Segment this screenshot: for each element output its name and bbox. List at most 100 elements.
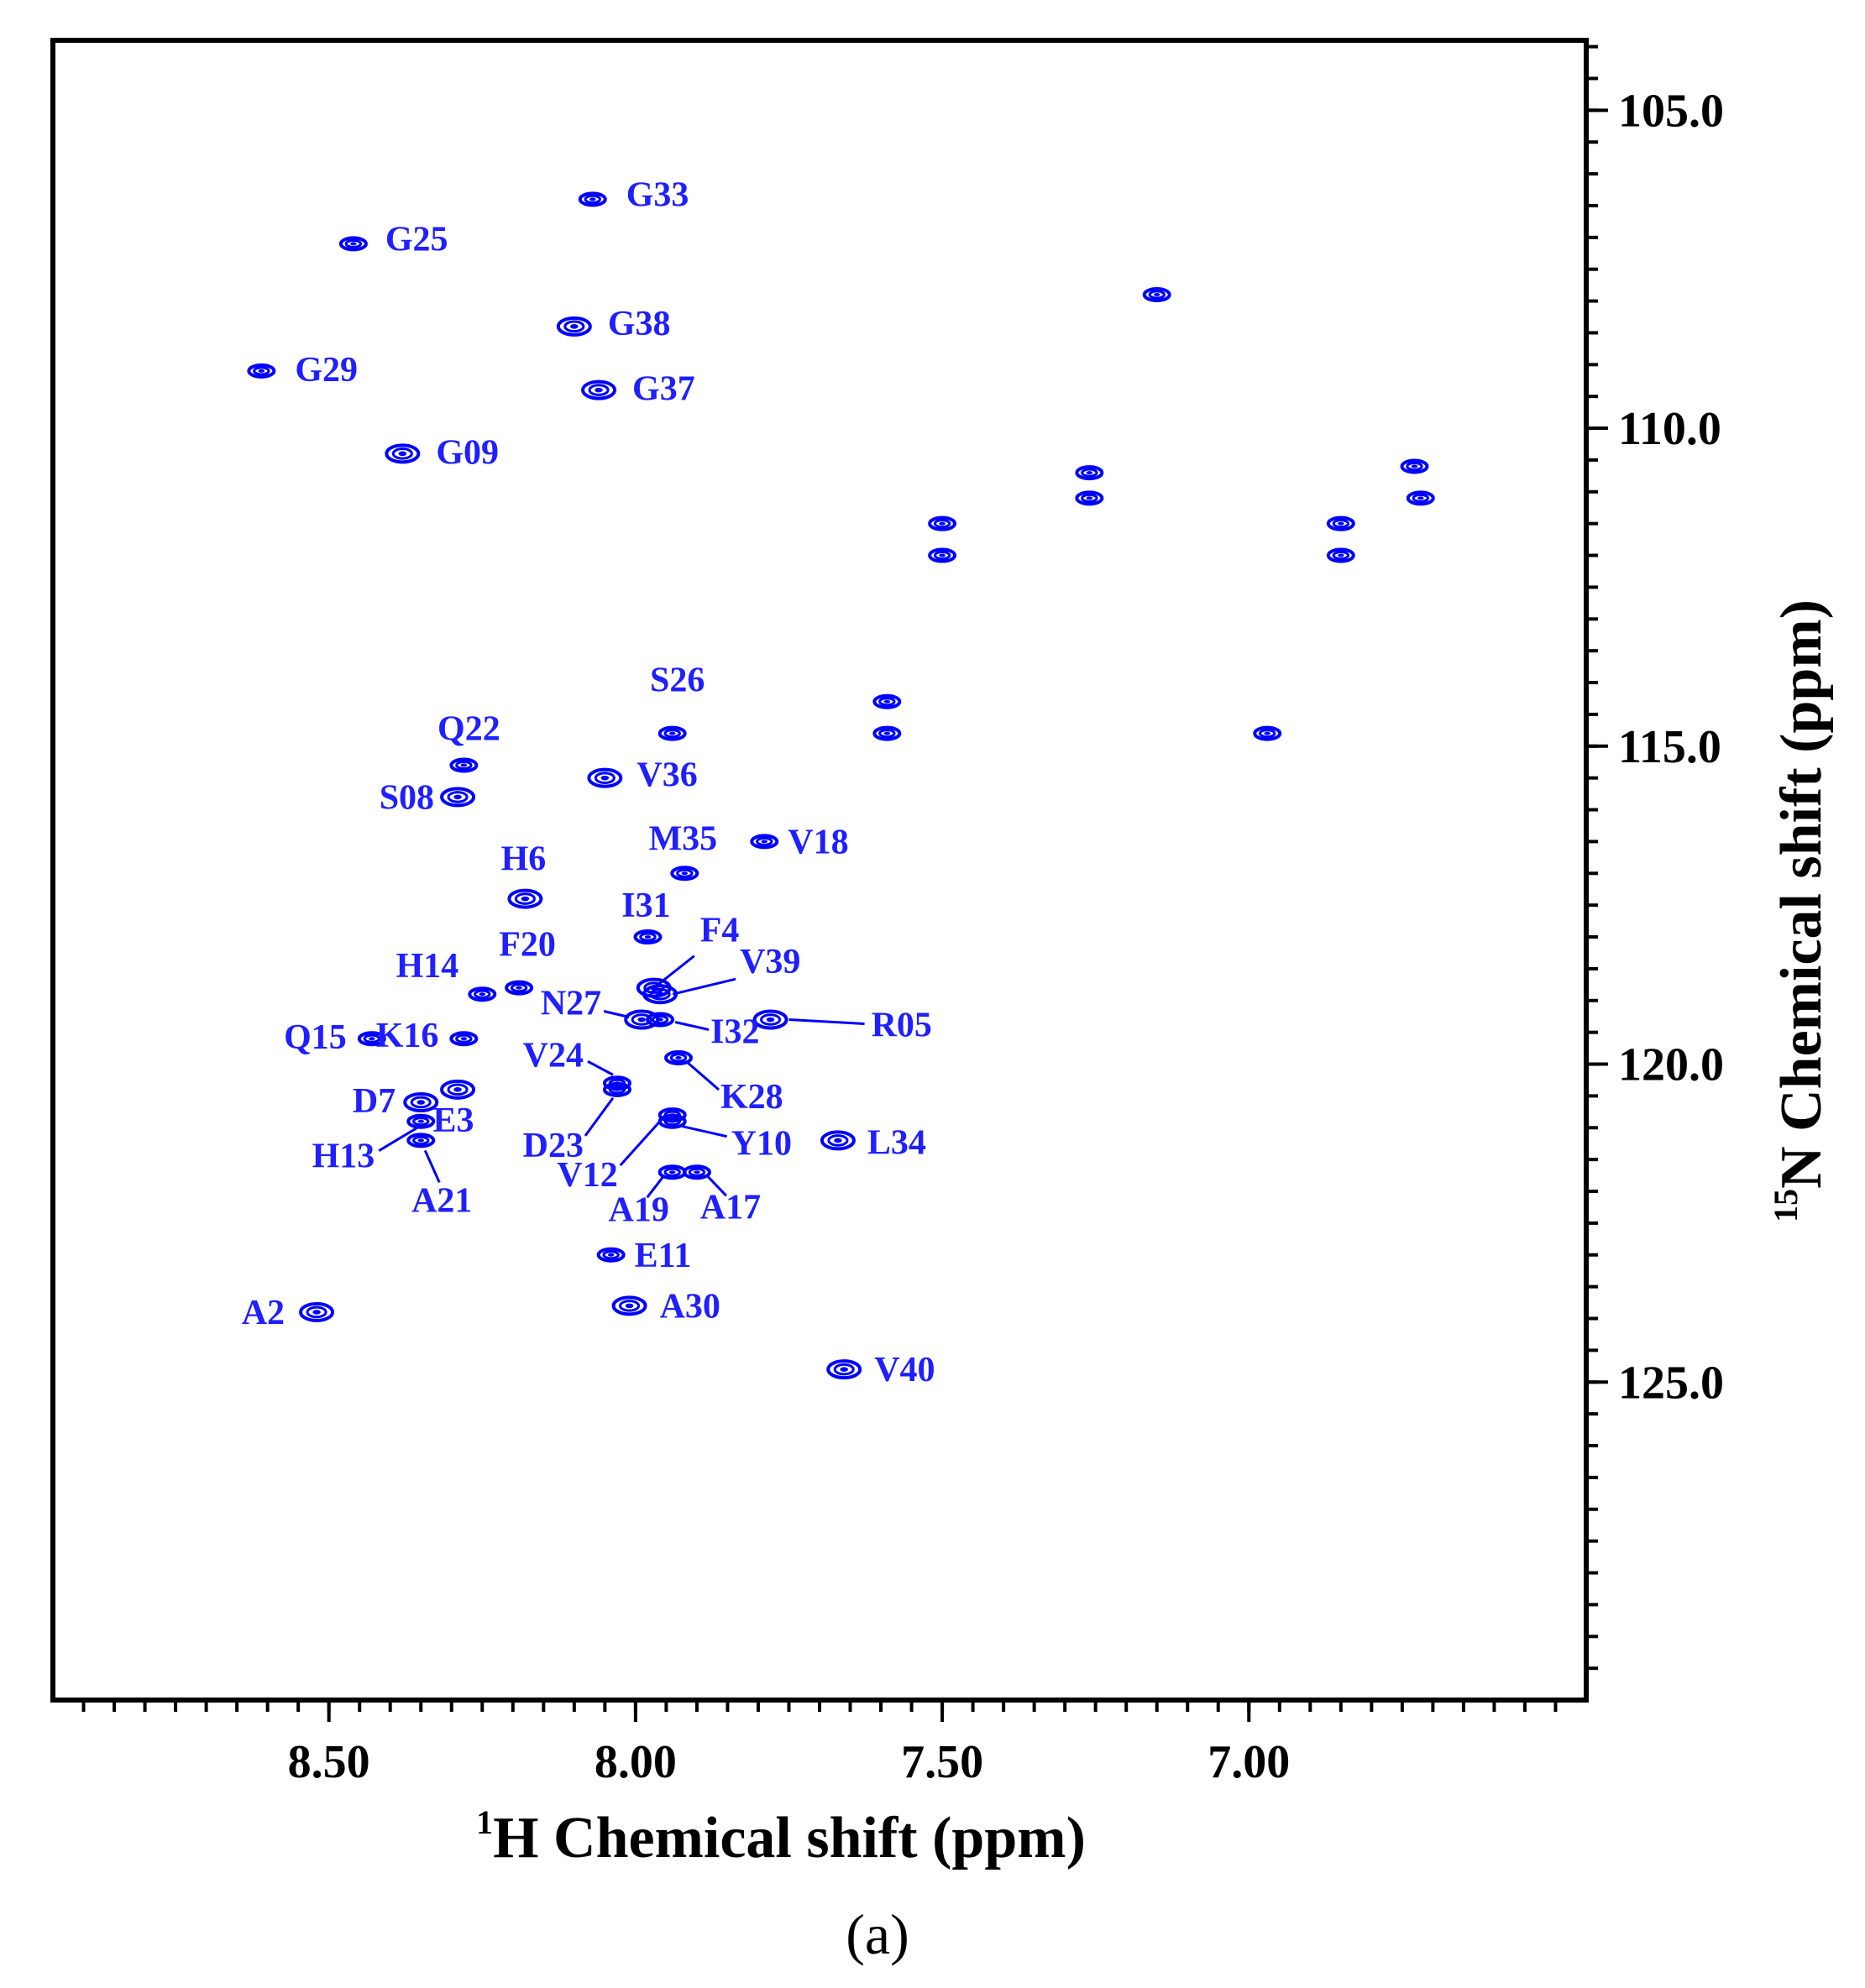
peak-label-e3: E3 bbox=[433, 1101, 474, 1140]
peak-i32 bbox=[646, 1012, 675, 1028]
x-axis-title-sup: 1 bbox=[476, 1803, 493, 1841]
leader-a17 bbox=[705, 1174, 728, 1197]
peak-label-q15: Q15 bbox=[284, 1018, 347, 1057]
x-tick-label: 8.00 bbox=[595, 1736, 677, 1788]
leader-y10 bbox=[682, 1125, 728, 1138]
x-tick-label: 7.00 bbox=[1208, 1736, 1290, 1788]
y-tick-label: 125.0 bbox=[1618, 1357, 1724, 1409]
leader-d23 bbox=[584, 1096, 615, 1137]
peak-r05 bbox=[752, 1009, 788, 1030]
peak-v40 bbox=[826, 1359, 862, 1380]
peak-f20 bbox=[505, 980, 534, 996]
leader-v12 bbox=[619, 1114, 667, 1167]
x-axis-title: 1H Chemical shift (ppm) bbox=[476, 1803, 1086, 1870]
peak-h13 bbox=[406, 1113, 436, 1129]
leader-v39 bbox=[672, 977, 736, 996]
unassigned-peak bbox=[928, 515, 957, 531]
y-axis-ticks: 105.0 110.0 115.0 120.0 125.0 bbox=[1586, 85, 1724, 1409]
y-axis-title-sup: 15 bbox=[1767, 1189, 1805, 1222]
unassigned-peak bbox=[1326, 547, 1355, 563]
peak-label-a21: A21 bbox=[411, 1181, 472, 1220]
leader-i32 bbox=[674, 1021, 710, 1031]
peak-label-v39: V39 bbox=[740, 943, 800, 981]
peak-label-g09: G09 bbox=[436, 433, 499, 472]
peak-label-i32: I32 bbox=[710, 1013, 759, 1052]
peak-label-g37: G37 bbox=[632, 370, 695, 409]
leader-f4 bbox=[652, 955, 695, 989]
peak-q22 bbox=[449, 757, 479, 773]
peak-h6 bbox=[507, 888, 543, 909]
leader-v24 bbox=[587, 1059, 614, 1076]
peak-h14 bbox=[468, 986, 497, 1002]
peak-label-f4: F4 bbox=[700, 912, 740, 950]
peak-label-s08: S08 bbox=[380, 778, 434, 817]
peak-e11 bbox=[596, 1247, 626, 1263]
unassigned-peak bbox=[928, 547, 957, 563]
peak-label-e11: E11 bbox=[635, 1237, 692, 1275]
peak-label-a17: A17 bbox=[700, 1188, 761, 1227]
peak-label-h6: H6 bbox=[501, 840, 547, 879]
y-tick-label: 115.0 bbox=[1618, 721, 1721, 773]
peak-label-g25: G25 bbox=[385, 220, 448, 259]
leader-a19 bbox=[646, 1174, 665, 1199]
peak-label-l34: L34 bbox=[867, 1123, 926, 1162]
unassigned-peak bbox=[1075, 490, 1104, 506]
peak-labels: G33 G25 G38 G29 G37 G09 S26 Q22 V36 S08 V18 M35 H6 I3… bbox=[242, 175, 935, 1389]
y-tick-label: 120.0 bbox=[1618, 1039, 1724, 1091]
peak-label-h14: H14 bbox=[396, 947, 459, 986]
peak-m35 bbox=[670, 866, 699, 882]
peak-label-v36: V36 bbox=[637, 756, 697, 795]
peak-label-v24: V24 bbox=[523, 1036, 584, 1075]
y-axis-title-text: N Chemical shift (ppm) bbox=[1769, 599, 1834, 1189]
x-axis-title-text: H Chemical shift (ppm) bbox=[493, 1806, 1086, 1870]
peak-d23 bbox=[602, 1081, 631, 1097]
peak-label-v40: V40 bbox=[874, 1351, 935, 1389]
peak-label-y10: Y10 bbox=[731, 1125, 792, 1164]
peak-s26 bbox=[657, 725, 687, 741]
unassigned-peak bbox=[1326, 515, 1355, 531]
peak-label-a19: A19 bbox=[609, 1190, 669, 1229]
peak-k16 bbox=[449, 1031, 479, 1047]
peak-label-k16: K16 bbox=[376, 1017, 439, 1055]
peak-label-a2: A2 bbox=[242, 1294, 285, 1332]
peak-label-h13: H13 bbox=[312, 1138, 375, 1176]
peak-e3 bbox=[440, 1079, 476, 1100]
peak-d7 bbox=[403, 1091, 439, 1112]
unassigned-peak bbox=[872, 693, 902, 709]
peak-v18 bbox=[750, 834, 779, 850]
unassigned-peak bbox=[1253, 725, 1282, 741]
peak-label-m35: M35 bbox=[648, 819, 717, 858]
peak-a17 bbox=[682, 1164, 711, 1180]
unassigned-peak bbox=[1075, 465, 1104, 481]
peak-label-r05: R05 bbox=[872, 1007, 932, 1045]
peak-g37 bbox=[581, 379, 617, 400]
unassigned-peak bbox=[872, 725, 902, 741]
minor-ticks bbox=[81, 44, 1598, 1712]
peak-label-d23: D23 bbox=[523, 1127, 584, 1165]
plot-frame bbox=[50, 38, 1589, 1703]
leader-a21 bbox=[423, 1149, 441, 1184]
peak-g38 bbox=[556, 316, 592, 337]
peak-g33 bbox=[578, 191, 607, 207]
peak-label-f20: F20 bbox=[499, 926, 556, 965]
peak-g29 bbox=[247, 363, 276, 379]
peak-label-g33: G33 bbox=[626, 175, 689, 214]
peak-label-g29: G29 bbox=[295, 351, 358, 390]
leader-h13 bbox=[378, 1127, 418, 1152]
peak-label-a30: A30 bbox=[660, 1287, 720, 1326]
unassigned-peak bbox=[1406, 490, 1435, 506]
peak-label-g38: G38 bbox=[608, 305, 671, 343]
peak-i31 bbox=[633, 929, 663, 945]
y-axis-title: 15N Chemical shift (ppm) bbox=[1767, 599, 1834, 1222]
peak-a21 bbox=[406, 1133, 436, 1148]
peak-label-v12: V12 bbox=[557, 1156, 617, 1195]
peak-a30 bbox=[611, 1295, 647, 1316]
peak-label-d7: D7 bbox=[353, 1082, 396, 1121]
peak-k28 bbox=[664, 1049, 694, 1065]
leader-lines bbox=[378, 955, 865, 1199]
peak-v36 bbox=[587, 767, 623, 788]
y-tick-label: 105.0 bbox=[1618, 85, 1724, 137]
peak-g25 bbox=[338, 236, 368, 252]
leader-k28 bbox=[686, 1060, 720, 1091]
